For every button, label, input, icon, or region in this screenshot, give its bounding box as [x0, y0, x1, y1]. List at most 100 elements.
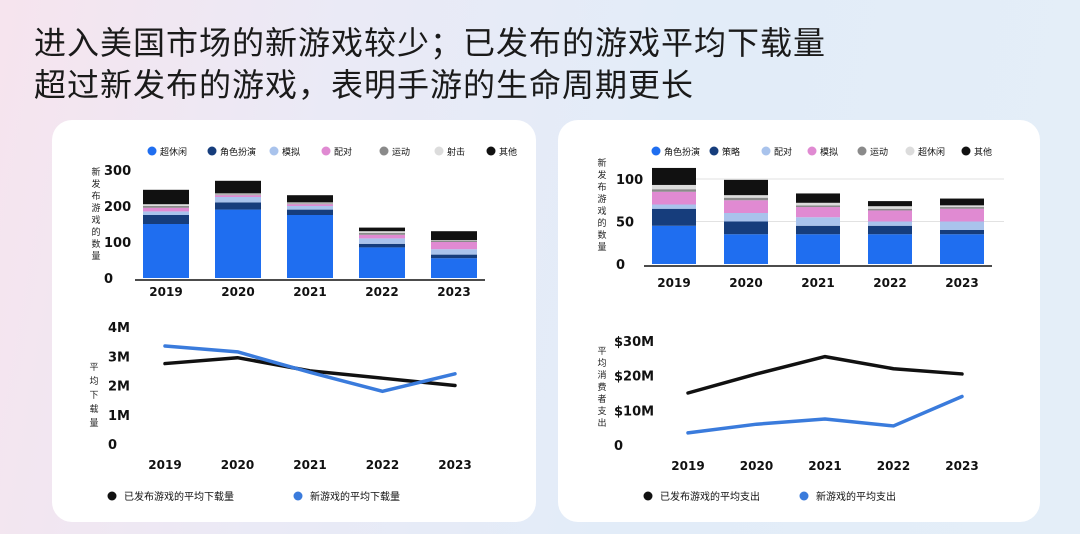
bar-segment: [431, 254, 477, 259]
y-tick-label: 50: [616, 216, 634, 231]
x-tick-label: 2020: [221, 458, 254, 472]
bar-segment: [724, 197, 768, 201]
y-axis-label-char: 量: [89, 418, 98, 429]
bar-segment: [215, 194, 261, 196]
bar-segment: [652, 191, 696, 205]
x-tick-label: 2022: [366, 458, 399, 472]
bar-segment: [431, 240, 477, 242]
bar-segment: [868, 208, 912, 211]
y-axis-label-char: 布: [597, 181, 606, 193]
x-tick-label: 2019: [657, 276, 690, 290]
bar-segment: [215, 209, 261, 278]
legend-label: 运动: [870, 147, 888, 158]
x-tick-label: 2023: [437, 285, 470, 299]
bar-segment: [359, 238, 405, 244]
bar-segment: [143, 211, 189, 215]
bar-segment: [940, 205, 984, 208]
bar-segment: [652, 204, 696, 209]
bar-segment: [215, 193, 261, 195]
legend-label: 配对: [774, 146, 792, 158]
y-axis-label-char: 下: [89, 391, 98, 401]
x-tick-label: 2021: [293, 285, 326, 299]
legend-label: 模拟: [820, 146, 838, 158]
y-axis-label-char: 戏: [597, 205, 606, 217]
bar-segment: [652, 208, 696, 226]
bar-segment: [724, 221, 768, 235]
legend-swatch: [147, 146, 157, 156]
bar-segment: [724, 195, 768, 198]
x-tick-label: 2023: [438, 458, 471, 472]
bar-segment: [143, 207, 189, 212]
series-line: [686, 394, 964, 435]
y-axis-label-char: 费: [597, 381, 606, 393]
bar-segment: [652, 189, 696, 192]
bar-segment: [359, 234, 405, 239]
y-axis-label-char: 发: [91, 178, 100, 190]
bar-segment: [796, 207, 840, 218]
y-tick-label: 0: [108, 438, 117, 453]
x-tick-label: 2023: [945, 276, 978, 290]
y-axis-label-char: 量: [597, 242, 606, 253]
bar-segment: [431, 240, 477, 241]
x-tick-label: 2021: [801, 276, 834, 290]
y-tick-label: 2M: [108, 380, 130, 395]
legend-swatch: [107, 491, 117, 501]
bar-segment: [868, 221, 912, 226]
legend-swatch: [207, 146, 217, 156]
legend-swatch: [807, 146, 817, 156]
bar-segment: [868, 210, 912, 222]
y-axis-label-char: 新: [597, 157, 606, 169]
legend-label: 其他: [974, 146, 992, 158]
y-tick-label: 100: [104, 236, 131, 251]
y-axis-label-char: 游: [91, 202, 100, 214]
y-axis-label-char: 均: [89, 375, 98, 387]
legend-swatch: [321, 146, 331, 156]
bar-segment: [868, 225, 912, 235]
bar-segment: [287, 215, 333, 278]
bar-segment: [215, 197, 261, 203]
bar-segment: [359, 227, 405, 232]
bar-segment: [359, 243, 405, 248]
legend-swatch: [651, 146, 661, 156]
x-tick-label: 2022: [873, 276, 906, 290]
bar-segment: [724, 179, 768, 196]
y-tick-label: 0: [614, 439, 623, 454]
x-tick-label: 2020: [729, 276, 762, 290]
x-tick-label: 2019: [149, 285, 182, 299]
x-tick-label: 2021: [293, 458, 326, 472]
series-line: [686, 354, 964, 395]
bar-segment: [940, 230, 984, 235]
y-axis-label-char: 戏: [91, 214, 100, 226]
bar-segment: [215, 180, 261, 194]
bar-segment: [940, 207, 984, 209]
legend-swatch: [379, 146, 389, 156]
x-tick-label: 2021: [808, 459, 841, 473]
legend-swatch: [486, 146, 496, 156]
bar-segment: [868, 201, 912, 207]
y-axis-label-char: 新: [91, 166, 100, 178]
y-tick-label: 1M: [108, 409, 130, 424]
bar-segment: [359, 231, 405, 233]
y-axis-label-char: 均: [597, 357, 606, 369]
legend-label: 角色扮演: [220, 146, 256, 158]
bar-segment: [359, 247, 405, 278]
y-axis-label-char: 者: [597, 394, 606, 405]
y-tick-label: 3M: [108, 350, 130, 365]
legend-swatch: [761, 146, 771, 156]
bar-segment: [652, 167, 696, 185]
bar-segment: [143, 224, 189, 278]
legend-label: 配对: [334, 146, 352, 158]
bar-segment: [940, 234, 984, 264]
bar-segment: [652, 184, 696, 190]
bar-segment: [724, 234, 768, 264]
legend-label: 射击: [447, 146, 465, 158]
y-axis-label-char: 平: [89, 362, 98, 373]
y-axis-label: 平均下载量: [89, 362, 98, 429]
y-tick-label: 300: [104, 164, 131, 179]
bar-segment: [287, 204, 333, 206]
bar-segment: [940, 221, 984, 230]
bar-segment: [940, 208, 984, 222]
y-tick-label: $10M: [614, 404, 654, 419]
left-panel: 超休闲 角色扮演 模拟 配对 运动 射击 其他新发布游戏的数量 0 100 200 300 2019 2…: [52, 120, 536, 522]
